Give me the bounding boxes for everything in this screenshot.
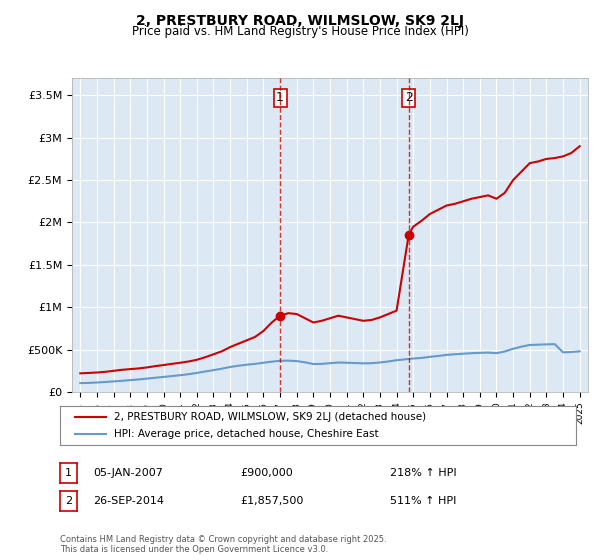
Text: £1,857,500: £1,857,500 bbox=[240, 496, 304, 506]
Text: Contains HM Land Registry data © Crown copyright and database right 2025.
This d: Contains HM Land Registry data © Crown c… bbox=[60, 535, 386, 554]
Text: HPI: Average price, detached house, Cheshire East: HPI: Average price, detached house, Ches… bbox=[114, 429, 379, 439]
Text: 2, PRESTBURY ROAD, WILMSLOW, SK9 2LJ (detached house): 2, PRESTBURY ROAD, WILMSLOW, SK9 2LJ (de… bbox=[114, 412, 427, 422]
Text: 2: 2 bbox=[65, 496, 72, 506]
Text: 1: 1 bbox=[65, 468, 72, 478]
Text: 218% ↑ HPI: 218% ↑ HPI bbox=[390, 468, 457, 478]
Text: 1: 1 bbox=[276, 91, 284, 104]
Text: £900,000: £900,000 bbox=[240, 468, 293, 478]
Text: 2: 2 bbox=[405, 91, 413, 104]
Text: 26-SEP-2014: 26-SEP-2014 bbox=[93, 496, 164, 506]
Text: 05-JAN-2007: 05-JAN-2007 bbox=[93, 468, 163, 478]
Text: 511% ↑ HPI: 511% ↑ HPI bbox=[390, 496, 457, 506]
Text: 2, PRESTBURY ROAD, WILMSLOW, SK9 2LJ: 2, PRESTBURY ROAD, WILMSLOW, SK9 2LJ bbox=[136, 14, 464, 28]
Text: Price paid vs. HM Land Registry's House Price Index (HPI): Price paid vs. HM Land Registry's House … bbox=[131, 25, 469, 38]
